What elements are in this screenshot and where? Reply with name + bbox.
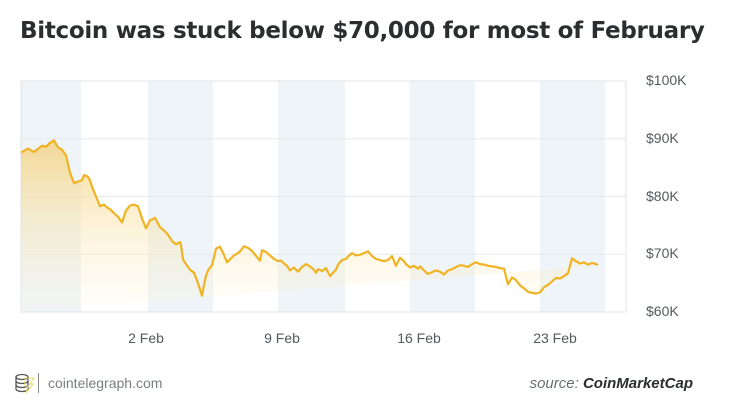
y-tick-90k: $90K xyxy=(646,130,679,146)
x-tick-23-feb: 23 Feb xyxy=(533,330,577,346)
footer-divider xyxy=(38,373,39,393)
footer-source: source: CoinMarketCap xyxy=(530,375,693,392)
source-prefix: source: xyxy=(529,375,579,392)
source-name: CoinMarketCap xyxy=(582,375,693,392)
x-tick-2-feb: 2 Feb xyxy=(128,330,164,346)
y-tick-70k: $70K xyxy=(646,245,679,261)
chart-title: Bitcoin was stuck below $70,000 for most… xyxy=(20,18,705,44)
y-tick-100k: $100K xyxy=(646,72,687,88)
x-tick-16-feb: 16 Feb xyxy=(397,330,441,346)
cointelegraph-logo-icon xyxy=(14,372,36,400)
y-tick-80k: $80K xyxy=(646,188,679,204)
y-tick-60k: $60K xyxy=(646,303,679,319)
footer-site-name: cointelegraph.com xyxy=(48,375,163,391)
price-line xyxy=(20,139,599,297)
x-tick-9-feb: 9 Feb xyxy=(264,330,300,346)
